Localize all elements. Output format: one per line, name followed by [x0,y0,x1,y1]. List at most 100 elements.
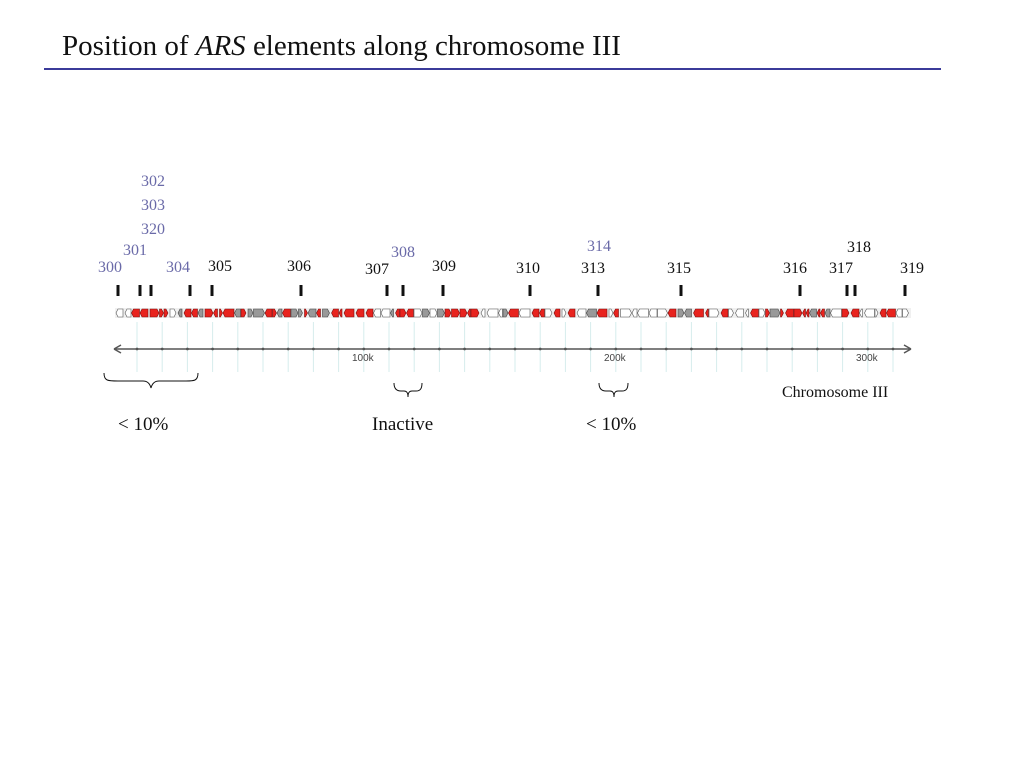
gene-feature [886,308,896,318]
gene-feature [765,308,770,318]
gene-feature [343,308,355,318]
gene-feature [307,308,317,318]
axis-tick [160,347,164,351]
gene-feature [841,308,850,318]
gene-feature [576,308,587,318]
gene-feature [667,308,677,318]
gene-track [115,308,911,318]
gene-feature [637,308,649,318]
coordinate-axis: 100k 200k 300k [113,344,912,364]
axis-tick [463,347,466,351]
gene-feature [567,308,576,318]
axis-tick [286,347,290,351]
axis-tick [564,347,567,351]
axis-tick [412,347,416,351]
annotation-right: < 10% [586,414,637,435]
gene-feature [728,308,734,318]
gene-feature [780,308,784,318]
gene-feature [149,308,160,318]
ars-label-304: 304 [166,259,190,276]
gene-feature [413,308,423,318]
gene-feature [657,308,668,318]
axis-tick [362,347,366,351]
gene-feature [437,308,445,318]
gene-feature [124,308,132,318]
gene-feature [159,308,164,318]
gene-feature [750,308,759,318]
gene-feature [390,308,394,318]
gene-feature [322,308,330,318]
ars-label-300: 300 [98,259,122,276]
gene-feature [508,308,519,318]
gene-feature [879,308,887,318]
ars-label-302: 302 [141,173,165,190]
gene-feature [793,308,803,318]
gene-feature [316,308,321,318]
annotation-left: < 10% [118,414,169,435]
gene-feature [859,308,863,318]
axis-tick [740,347,744,351]
gene-feature [139,308,149,318]
gene-feature [191,308,198,318]
axis-tick [337,347,340,351]
gene-feature [222,308,235,318]
axis-tick [211,347,215,351]
gene-feature [480,308,486,318]
gene-feature [816,308,821,318]
gene-feature [219,308,223,318]
brace-middle [393,382,423,398]
axis-tick [135,347,139,351]
gene-feature [213,308,218,318]
axis-tick [312,347,315,351]
title-suffix: elements along chromosome III [245,30,621,62]
axis-tick [715,347,718,351]
gene-feature [561,308,567,318]
gene-feature [498,308,503,318]
axis-right-arrow [903,344,912,354]
gene-feature [596,308,608,318]
gene-feature [234,308,241,318]
gene-feature [586,308,597,318]
axis-tick [866,347,870,351]
gene-feature [824,308,831,318]
gene-feature [338,308,343,318]
gene-feature [298,308,303,318]
axis-tick [790,347,794,351]
gene-feature [805,308,810,318]
ars-label-301: 301 [123,242,147,259]
gene-feature [693,308,704,318]
title-italic: ARS [195,30,246,62]
axis-tick [589,347,592,351]
gene-feature [902,308,909,318]
ars-label-310: 310 [516,260,540,277]
axis-tick [438,347,441,351]
gene-feature [874,308,879,318]
axis-tick [261,347,265,351]
ars-label-307: 307 [365,261,389,278]
axis-tick [614,347,618,351]
gene-feature [459,308,468,318]
gene-feature [204,308,214,318]
ars-label-315: 315 [667,260,691,277]
gene-feature [809,308,817,318]
ars-label-314: 314 [587,238,611,255]
axis-tick-200k: 200k [604,353,627,364]
gene-feature [264,308,273,318]
brace-left [103,372,199,389]
gene-feature [745,308,749,318]
ars-label-306: 306 [287,258,311,275]
gene-feature [177,308,183,318]
gene-feature [444,308,452,318]
gene-feature [539,308,545,318]
gene-feature [720,308,729,318]
gene-feature [785,308,794,318]
gene-feature [429,308,438,318]
axis-tick [538,347,542,351]
gene-feature [331,308,339,318]
gene-feature [470,308,480,318]
gene-feature [705,308,709,318]
gene-feature [399,308,407,318]
gene-feature [115,308,124,318]
gene-feature [895,308,903,318]
gene-feature [247,308,254,318]
